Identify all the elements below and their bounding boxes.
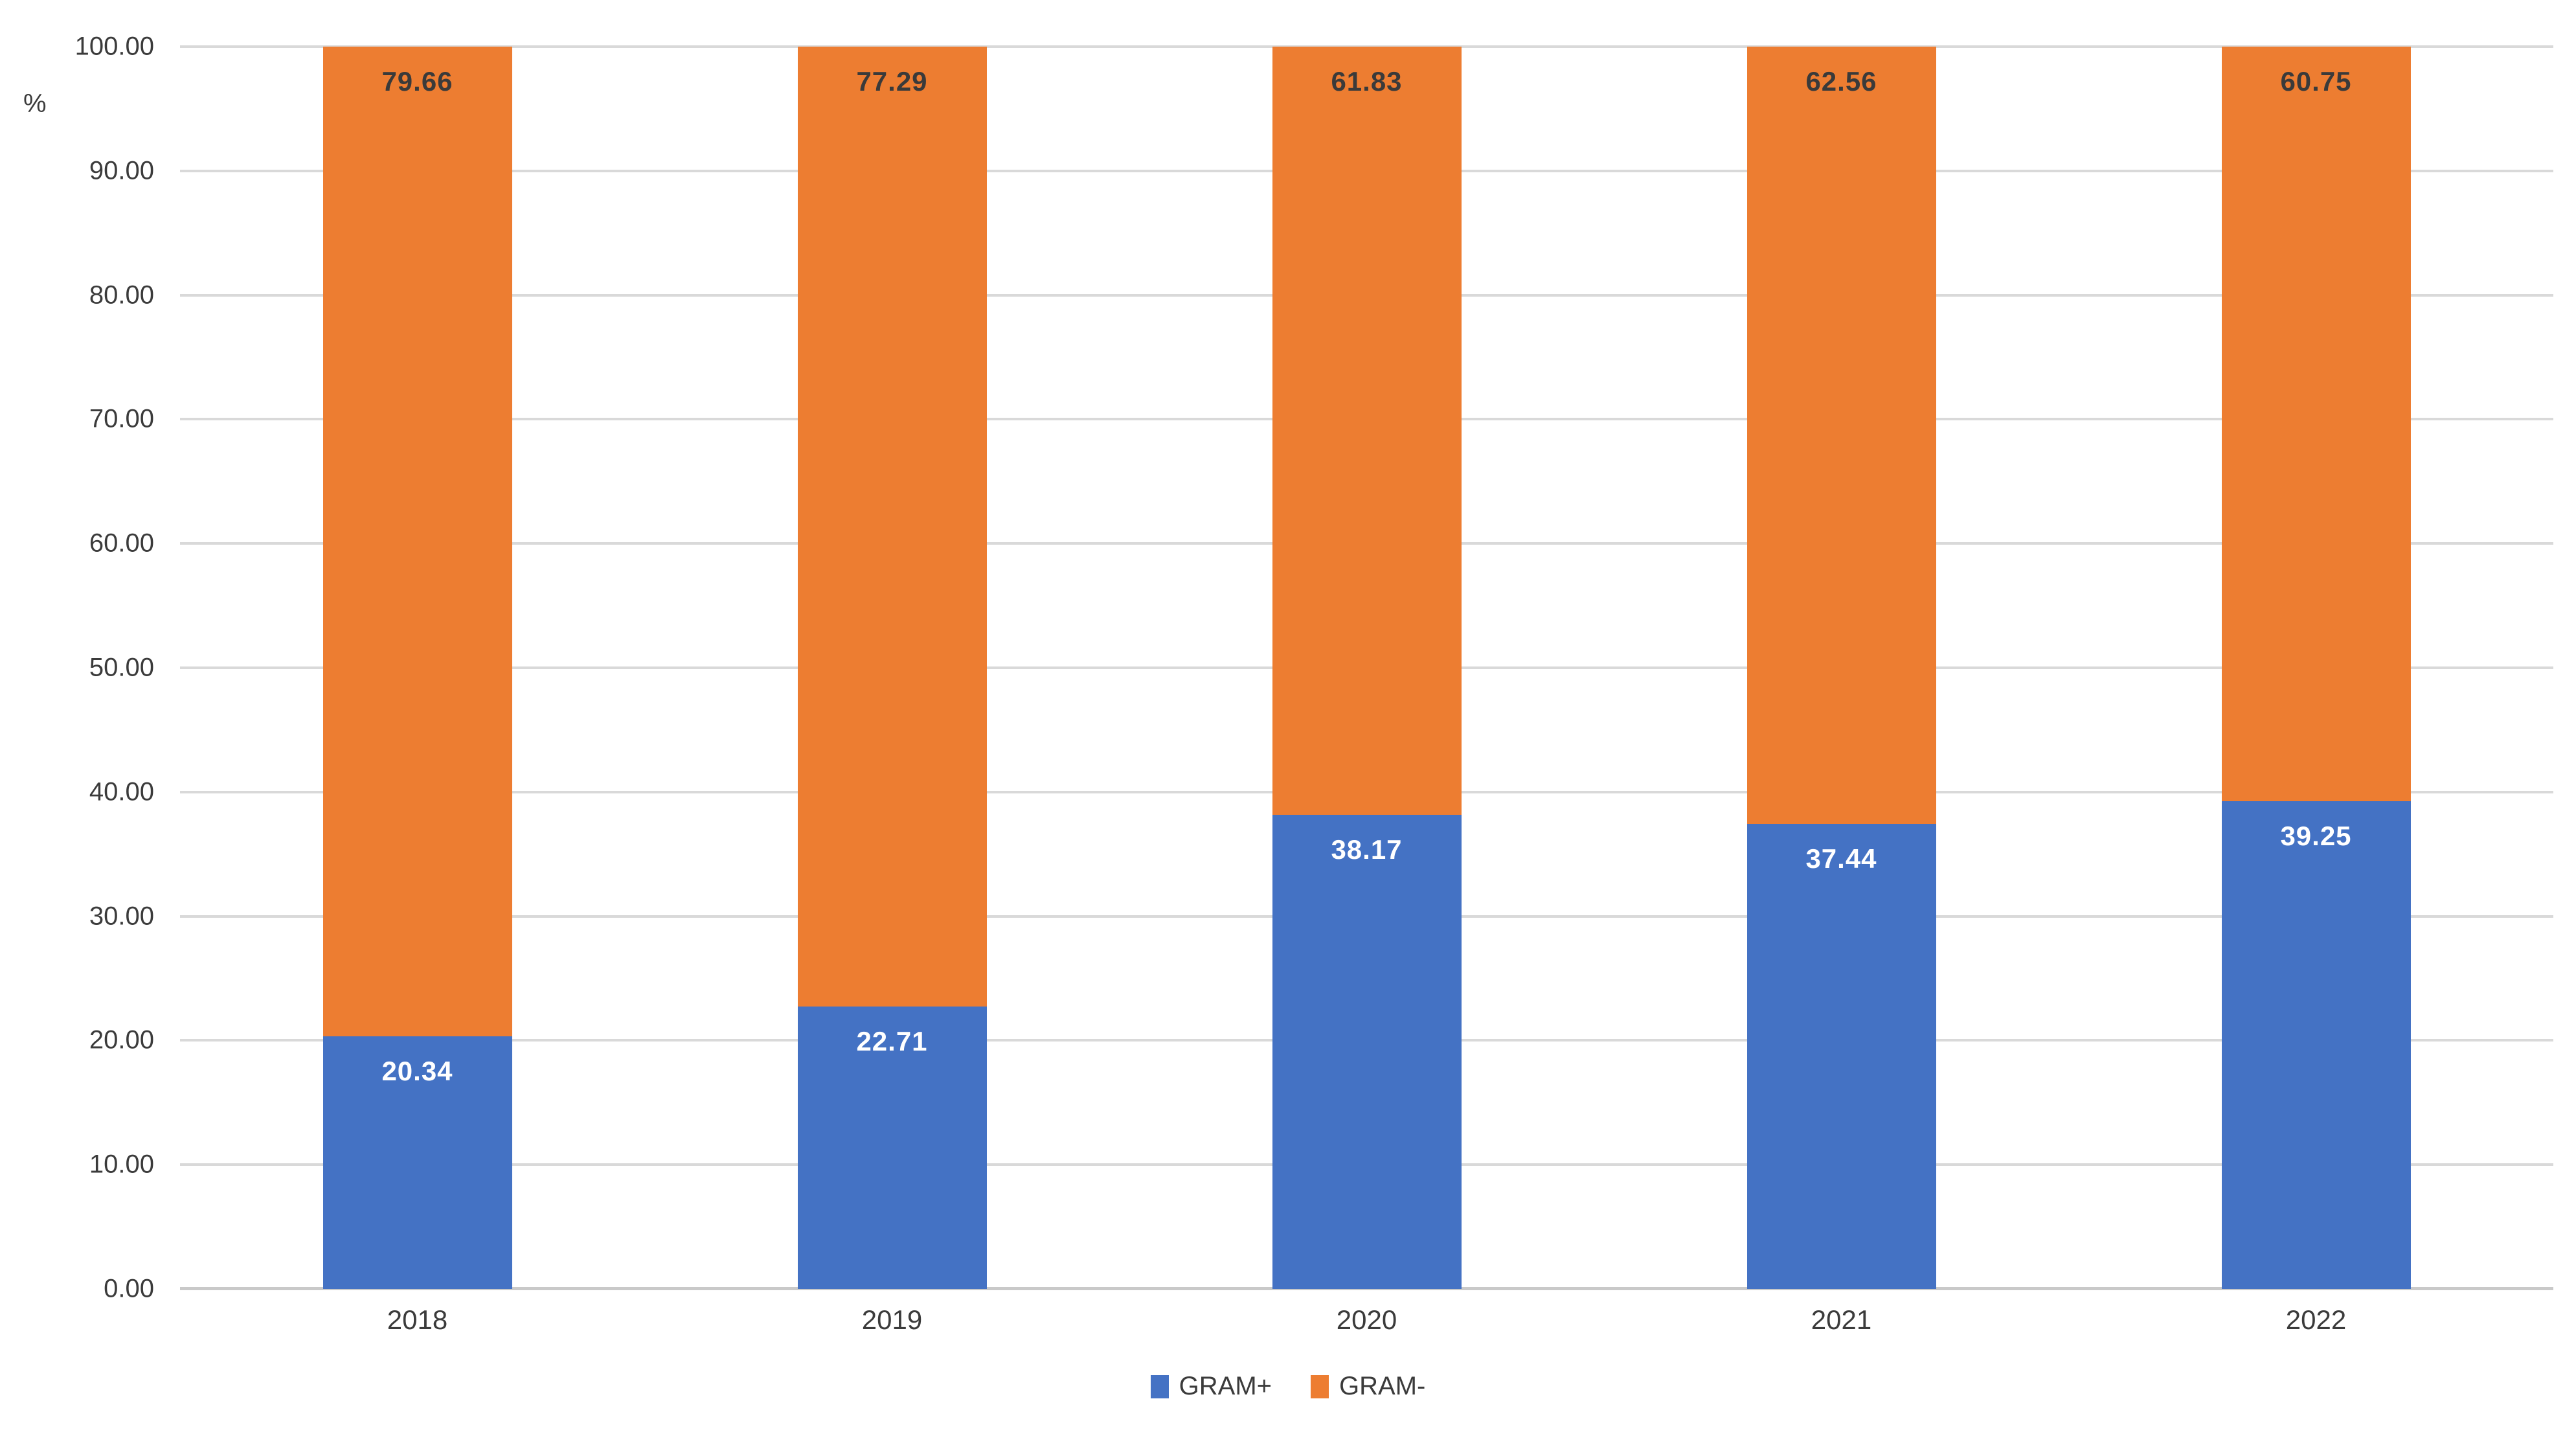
category-slot-2021: 62.56 37.44 — [1604, 47, 2079, 1289]
data-label-gramminus-2019: 77.29 — [856, 66, 928, 97]
legend-item-gramminus: GRAM- — [1311, 1372, 1425, 1401]
data-label-gramminus-2021: 62.56 — [1805, 66, 1877, 97]
x-axis-tick-label-2021: 2021 — [1811, 1304, 1872, 1335]
bar-segment-gramplus-2022: 39.25 — [2221, 801, 2411, 1289]
stacked-bar-2018: 79.66 20.34 — [322, 47, 512, 1289]
bars-container: 79.66 20.34 77.29 22.71 61.83 38.17 62.56 37.44… — [180, 47, 2553, 1289]
y-axis-tick-label: 0.00 — [104, 1274, 154, 1303]
bar-segment-gramplus-2018: 20.34 — [322, 1036, 512, 1289]
y-axis-tick-label: 80.00 — [89, 280, 154, 310]
legend-label-gramminus: GRAM- — [1339, 1372, 1426, 1400]
category-slot-2018: 79.66 20.34 — [180, 47, 655, 1289]
data-label-gramplus-2022: 39.25 — [2280, 821, 2352, 852]
y-axis-tick-label: 20.00 — [89, 1025, 154, 1054]
plot-area: 79.66 20.34 77.29 22.71 61.83 38.17 62.56 37.44… — [180, 45, 2553, 1290]
category-slot-2020: 61.83 38.17 — [1129, 47, 1604, 1289]
x-axis-tick-label-2019: 2019 — [861, 1304, 923, 1335]
stacked-bar-2022: 60.75 39.25 — [2221, 47, 2411, 1289]
x-axis-tick-label-2022: 2022 — [2285, 1304, 2347, 1335]
data-label-gramplus-2021: 37.44 — [1805, 843, 1877, 874]
y-axis-tick-label: 40.00 — [89, 777, 154, 806]
bar-segment-gramplus-2020: 38.17 — [1272, 814, 1462, 1289]
legend: GRAM+ GRAM- — [0, 1372, 2576, 1401]
y-axis-tick-label: 30.00 — [89, 902, 154, 931]
data-label-gramplus-2019: 22.71 — [856, 1026, 928, 1057]
bar-segment-gramminus-2021: 62.56 — [1746, 47, 1936, 824]
x-axis-tick-label-2018: 2018 — [387, 1304, 448, 1335]
y-axis-tick-labels: 100.00 90.00 80.00 70.00 60.00 50.00 40.00 30.0… — [0, 32, 154, 1303]
legend-swatch-gramminus — [1311, 1374, 1329, 1398]
x-axis-tick-labels: 2018 2019 2020 2021 2022 — [180, 1304, 2553, 1336]
stacked-bar-2020: 61.83 38.17 — [1272, 47, 1462, 1289]
data-label-gramplus-2018: 20.34 — [381, 1055, 453, 1086]
data-label-gramminus-2018: 79.66 — [381, 66, 453, 97]
y-axis-tick-label: 50.00 — [89, 653, 154, 682]
category-slot-2022: 60.75 39.25 — [2079, 47, 2553, 1289]
bar-segment-gramplus-2021: 37.44 — [1746, 823, 1936, 1289]
bar-segment-gramminus-2020: 61.83 — [1272, 47, 1462, 815]
bar-segment-gramminus-2018: 79.66 — [322, 47, 512, 1036]
y-axis-tick-label: 100.00 — [74, 32, 154, 61]
y-axis-tick-label: 10.00 — [89, 1150, 154, 1179]
data-label-gramminus-2022: 60.75 — [2280, 66, 2352, 97]
y-axis-title: % — [23, 89, 47, 118]
y-axis-tick-label: 70.00 — [89, 404, 154, 433]
y-axis-tick-label: 90.00 — [89, 156, 154, 185]
bar-segment-gramminus-2022: 60.75 — [2221, 47, 2411, 802]
legend-item-gramplus: GRAM+ — [1150, 1372, 1272, 1401]
bar-segment-gramplus-2019: 22.71 — [797, 1007, 987, 1289]
data-label-gramminus-2020: 61.83 — [1331, 66, 1403, 97]
stacked-bar-2021: 62.56 37.44 — [1746, 47, 1936, 1289]
bar-segment-gramminus-2019: 77.29 — [797, 47, 987, 1007]
category-slot-2019: 77.29 22.71 — [655, 47, 1129, 1289]
legend-swatch-gramplus — [1150, 1374, 1169, 1398]
x-axis-tick-label-2020: 2020 — [1336, 1304, 1397, 1335]
legend-label-gramplus: GRAM+ — [1179, 1372, 1272, 1400]
data-label-gramplus-2020: 38.17 — [1331, 834, 1403, 865]
y-axis-tick-label: 60.00 — [89, 529, 154, 558]
stacked-bar-2019: 77.29 22.71 — [797, 47, 987, 1289]
